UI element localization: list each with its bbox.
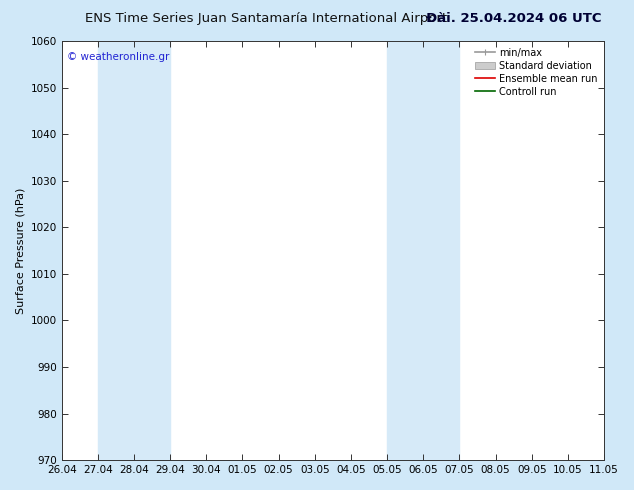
Text: Đài. 25.04.2024 06 UTC: Đài. 25.04.2024 06 UTC bbox=[426, 12, 601, 25]
Bar bbox=[387, 41, 460, 460]
Y-axis label: Surface Pressure (hPa): Surface Pressure (hPa) bbox=[15, 187, 25, 314]
Text: © weatheronline.gr: © weatheronline.gr bbox=[67, 51, 169, 62]
Bar bbox=[98, 41, 170, 460]
Legend: min/max, Standard deviation, Ensemble mean run, Controll run: min/max, Standard deviation, Ensemble me… bbox=[474, 46, 599, 98]
Text: ENS Time Series Juan Santamaría International Airport: ENS Time Series Juan Santamaría Internat… bbox=[85, 12, 448, 25]
